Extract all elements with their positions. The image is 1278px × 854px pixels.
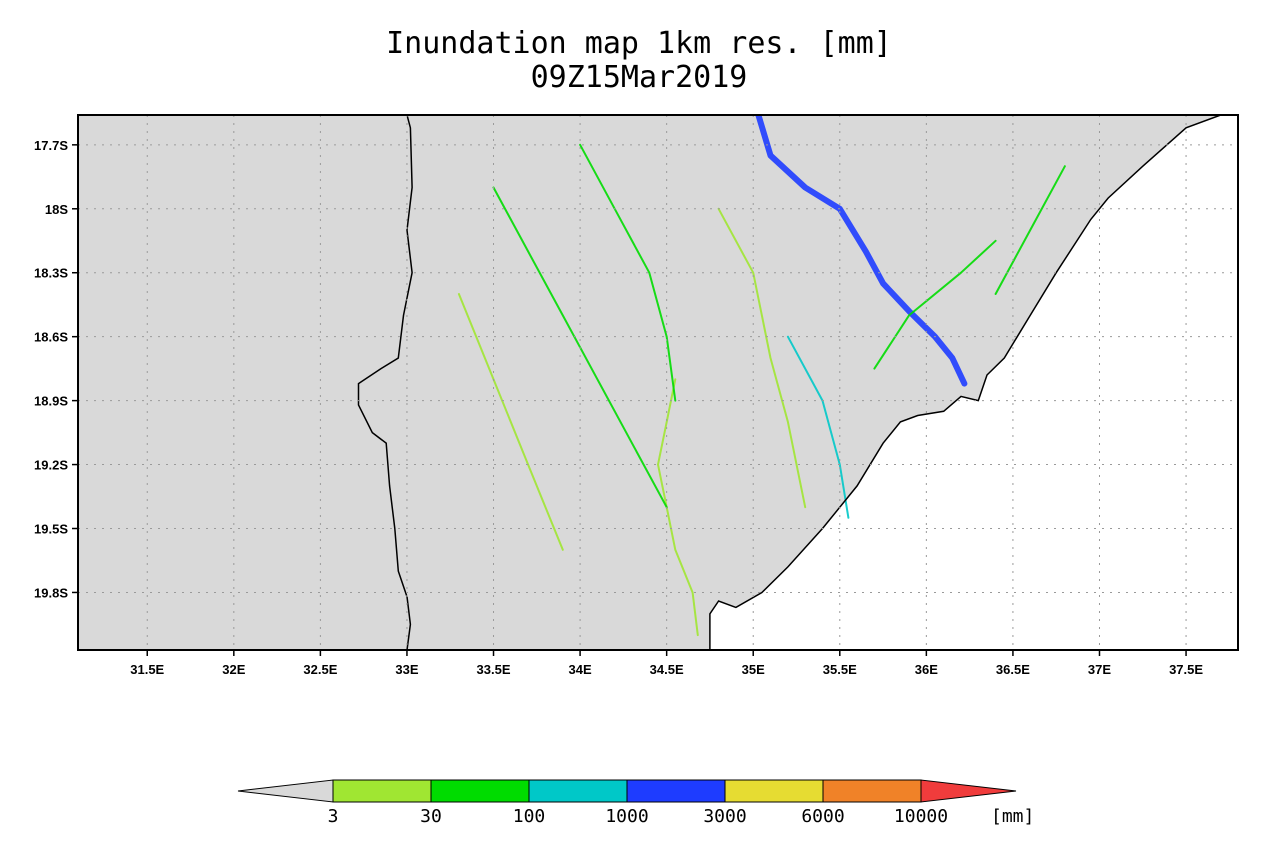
inundation-channel [579,143,677,402]
inundation-channel [873,239,997,370]
lon-tick-label: 32E [222,662,245,677]
lon-tick-label: 36.5E [996,662,1030,677]
ocean-area [709,115,1238,650]
lon-tick-label: 35E [742,662,765,677]
map-title: Inundation map 1km res. [mm] [386,26,892,61]
colorbar-swatch [724,779,824,803]
lon-tick-label: 35.5E [823,662,857,677]
lon-tick-label: 34.5E [650,662,684,677]
lat-tick-label: 18.9S [34,394,68,409]
map-plot-area [78,115,1238,650]
colorbar-level-label: 3 [328,806,339,827]
lat-tick-label: 19.5S [34,522,68,537]
inundation-channel [755,115,968,387]
colorbar-swatch [822,779,922,803]
lat-tick-label: 19.8S [34,585,68,600]
colorbar-level-label: 10000 [894,806,948,827]
country-border [357,115,413,650]
colorbar-underflow-triangle [237,779,334,803]
lon-tick-label: 37.5E [1169,662,1203,677]
map-frame [77,114,1239,651]
lat-tick-label: 18.3S [34,266,68,281]
colorbar: 3 30 100 1000 3000 6000 10000 [mm] [237,779,1034,827]
lat-tick-label: 18.6S [34,330,68,345]
inundation-channel [717,207,807,509]
colorbar-unit-label: [mm] [991,806,1034,827]
lon-tick-label: 33E [395,662,418,677]
colorbar-level-label: 1000 [605,806,648,827]
colorbar-level-label: 6000 [801,806,844,827]
lon-tick-label: 34E [569,662,592,677]
lon-tick-label: 32.5E [303,662,337,677]
lon-tick-label: 36E [915,662,938,677]
colorbar-swatch [626,779,726,803]
colorbar-swatch [528,779,628,803]
colorbar-level-label: 100 [513,806,546,827]
lat-tick-label: 17.7S [34,138,68,153]
lon-tick-label: 33.5E [477,662,511,677]
inundation-channel [786,335,850,519]
colorbar-overflow-triangle [920,779,1017,803]
lon-tick-label: 37E [1088,662,1111,677]
lat-tick-label: 19.2S [34,458,68,473]
map-date-subtitle: 09Z15Mar2019 [530,60,748,95]
lon-tick-label: 31.5E [130,662,164,677]
coastline [709,115,1221,650]
colorbar-level-label: 3000 [703,806,746,827]
map-axes: 31.5E 32E 32.5E 33E 33.5E 34E 34.5E 35E 35.5E 36E… [34,138,1203,677]
colorbar-swatch [430,779,530,803]
inundation-channel [457,293,564,551]
colorbar-swatch [332,779,432,803]
colorbar-level-label: 30 [420,806,442,827]
lat-tick-label: 18S [45,202,68,217]
